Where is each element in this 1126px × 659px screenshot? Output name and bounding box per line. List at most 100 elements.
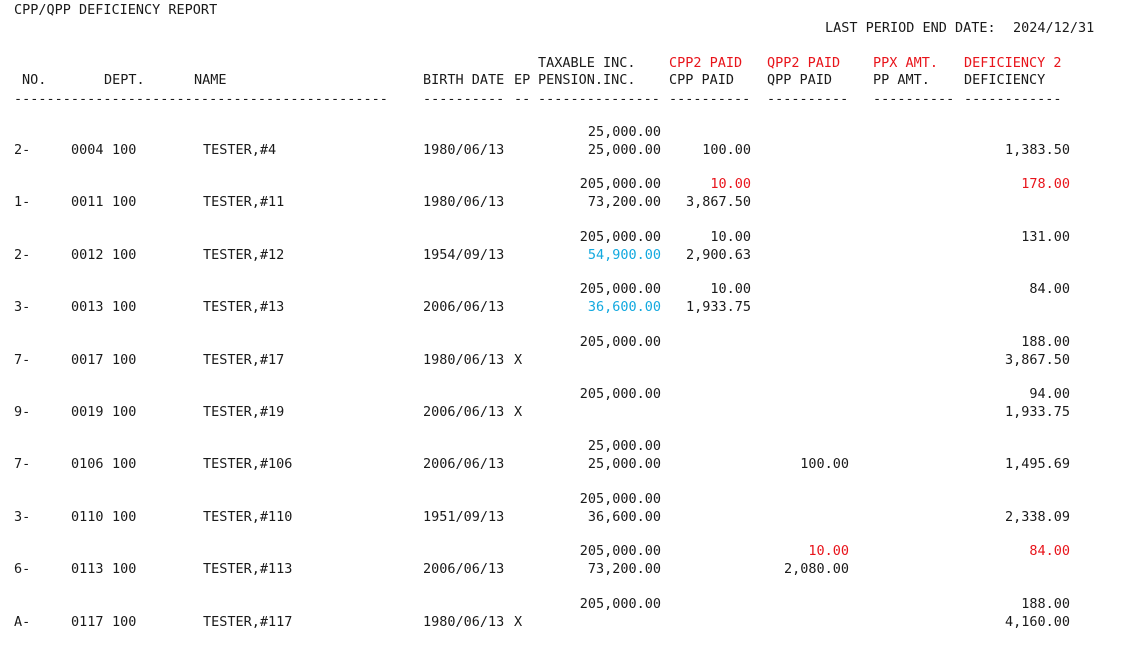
cpp2-paid: 10.00 <box>710 228 751 245</box>
row-no: 1- <box>14 194 31 211</box>
taxable-inc: 25,000.00 <box>587 438 661 455</box>
header-deficiency: DEFICIENCY <box>964 72 1046 88</box>
employee-id: 0004 <box>71 142 104 158</box>
pension-inc: 25,000.00 <box>587 142 661 158</box>
employee-id: 0012 <box>71 246 104 263</box>
row-no: 9- <box>14 404 31 420</box>
deficiency-2: 84.00 <box>1029 543 1070 560</box>
pension-inc: 25,000.00 <box>587 456 661 473</box>
dept: 100 <box>112 194 137 211</box>
pension-inc: 73,200.00 <box>587 561 661 578</box>
row-no: 2- <box>14 246 31 263</box>
employee-name: TESTER,#113 <box>203 561 293 578</box>
header-name: NAME <box>194 72 227 88</box>
deficiency-2: 131.00 <box>1021 228 1070 245</box>
birth-date: 1951/09/13 <box>423 508 505 525</box>
ep-flag: X <box>514 613 523 630</box>
employee-id: 0113 <box>71 561 104 578</box>
deficiency: 1,383.50 <box>1004 142 1070 158</box>
employee-name: TESTER,#4 <box>203 142 277 158</box>
cpp-paid: 3,867.50 <box>685 194 751 211</box>
taxable-inc: 25,000.00 <box>587 124 661 140</box>
qpp-paid: 2,080.00 <box>783 561 849 578</box>
deficiency-2: 178.00 <box>1021 176 1070 193</box>
pension-inc: 54,900.00 <box>587 246 661 263</box>
deficiency: 2,338.09 <box>1004 508 1070 525</box>
employee-id: 0117 <box>71 613 104 630</box>
birth-date: 1980/06/13 <box>423 142 505 158</box>
dept: 100 <box>112 613 137 630</box>
header-ppx-amt: PPX AMT. <box>873 55 939 71</box>
employee-name: TESTER,#13 <box>203 299 285 316</box>
employee-id: 0110 <box>71 508 104 525</box>
divider-pp: ---------- <box>873 91 955 107</box>
cpp2-paid: 10.00 <box>710 176 751 193</box>
employee-id: 0011 <box>71 194 104 211</box>
deficiency-2: 188.00 <box>1021 333 1070 350</box>
divider-income: --------------- <box>538 91 660 107</box>
qpp-paid: 100.00 <box>800 456 849 473</box>
header-ep: EP <box>514 72 531 88</box>
header-qpp-paid: QPP PAID <box>767 72 833 88</box>
divider-name-block: ----------------------------------------… <box>14 91 388 107</box>
birth-date: 1980/06/13 <box>423 613 505 630</box>
dept: 100 <box>112 351 137 368</box>
taxable-inc: 205,000.00 <box>579 281 661 298</box>
deficiency: 3,867.50 <box>1004 351 1070 368</box>
header-birth-date: BIRTH DATE <box>423 72 505 88</box>
deficiency-2: 188.00 <box>1021 595 1070 612</box>
ep-flag: X <box>514 351 523 368</box>
report-title: CPP/QPP DEFICIENCY REPORT <box>14 2 218 18</box>
row-no: 2- <box>14 142 31 158</box>
birth-date: 1980/06/13 <box>423 351 505 368</box>
dept: 100 <box>112 508 137 525</box>
header-qpp2-paid: QPP2 PAID <box>767 55 841 71</box>
divider-ep: -- <box>514 91 531 107</box>
dept: 100 <box>112 404 137 420</box>
taxable-inc: 205,000.00 <box>579 333 661 350</box>
deficiency-2: 84.00 <box>1029 281 1070 298</box>
birth-date: 2006/06/13 <box>423 456 505 473</box>
qpp2-paid: 10.00 <box>808 543 849 560</box>
header-no: NO. <box>22 72 47 88</box>
taxable-inc: 205,000.00 <box>579 543 661 560</box>
header-taxable-inc: TAXABLE INC. <box>538 55 636 71</box>
row-no: 3- <box>14 299 31 316</box>
deficiency: 1,495.69 <box>1004 456 1070 473</box>
header-pension-inc: PENSION.INC. <box>538 72 636 88</box>
employee-name: TESTER,#106 <box>203 456 293 473</box>
pension-inc: 36,600.00 <box>587 299 661 316</box>
birth-date: 1954/09/13 <box>423 246 505 263</box>
dept: 100 <box>112 299 137 316</box>
cpp-paid: 1,933.75 <box>685 299 751 316</box>
birth-date: 2006/06/13 <box>423 404 505 420</box>
header-pp-amt: PP AMT. <box>873 72 930 88</box>
period-end-label: LAST PERIOD END DATE: <box>825 20 996 36</box>
row-no: 6- <box>14 561 31 578</box>
birth-date: 2006/06/13 <box>423 299 505 316</box>
divider-birth: ---------- <box>423 91 505 107</box>
period-end-value: 2024/12/31 <box>1013 20 1095 36</box>
employee-name: TESTER,#117 <box>203 613 293 630</box>
dept: 100 <box>112 142 137 158</box>
employee-id: 0013 <box>71 299 104 316</box>
ep-flag: X <box>514 404 523 420</box>
cpp-paid: 100.00 <box>702 142 751 158</box>
row-no: A- <box>14 613 31 630</box>
header-cpp-paid: CPP PAID <box>669 72 735 88</box>
deficiency-2: 94.00 <box>1029 386 1070 402</box>
employee-name: TESTER,#11 <box>203 194 285 211</box>
pension-inc: 36,600.00 <box>587 508 661 525</box>
taxable-inc: 205,000.00 <box>579 176 661 193</box>
employee-id: 0106 <box>71 456 104 473</box>
divider-cpp: ---------- <box>669 91 751 107</box>
employee-name: TESTER,#17 <box>203 351 285 368</box>
taxable-inc: 205,000.00 <box>579 490 661 507</box>
employee-name: TESTER,#110 <box>203 508 293 525</box>
dept: 100 <box>112 456 137 473</box>
taxable-inc: 205,000.00 <box>579 595 661 612</box>
deficiency: 1,933.75 <box>1004 404 1070 420</box>
row-no: 3- <box>14 508 31 525</box>
taxable-inc: 205,000.00 <box>579 228 661 245</box>
employee-id: 0019 <box>71 404 104 420</box>
